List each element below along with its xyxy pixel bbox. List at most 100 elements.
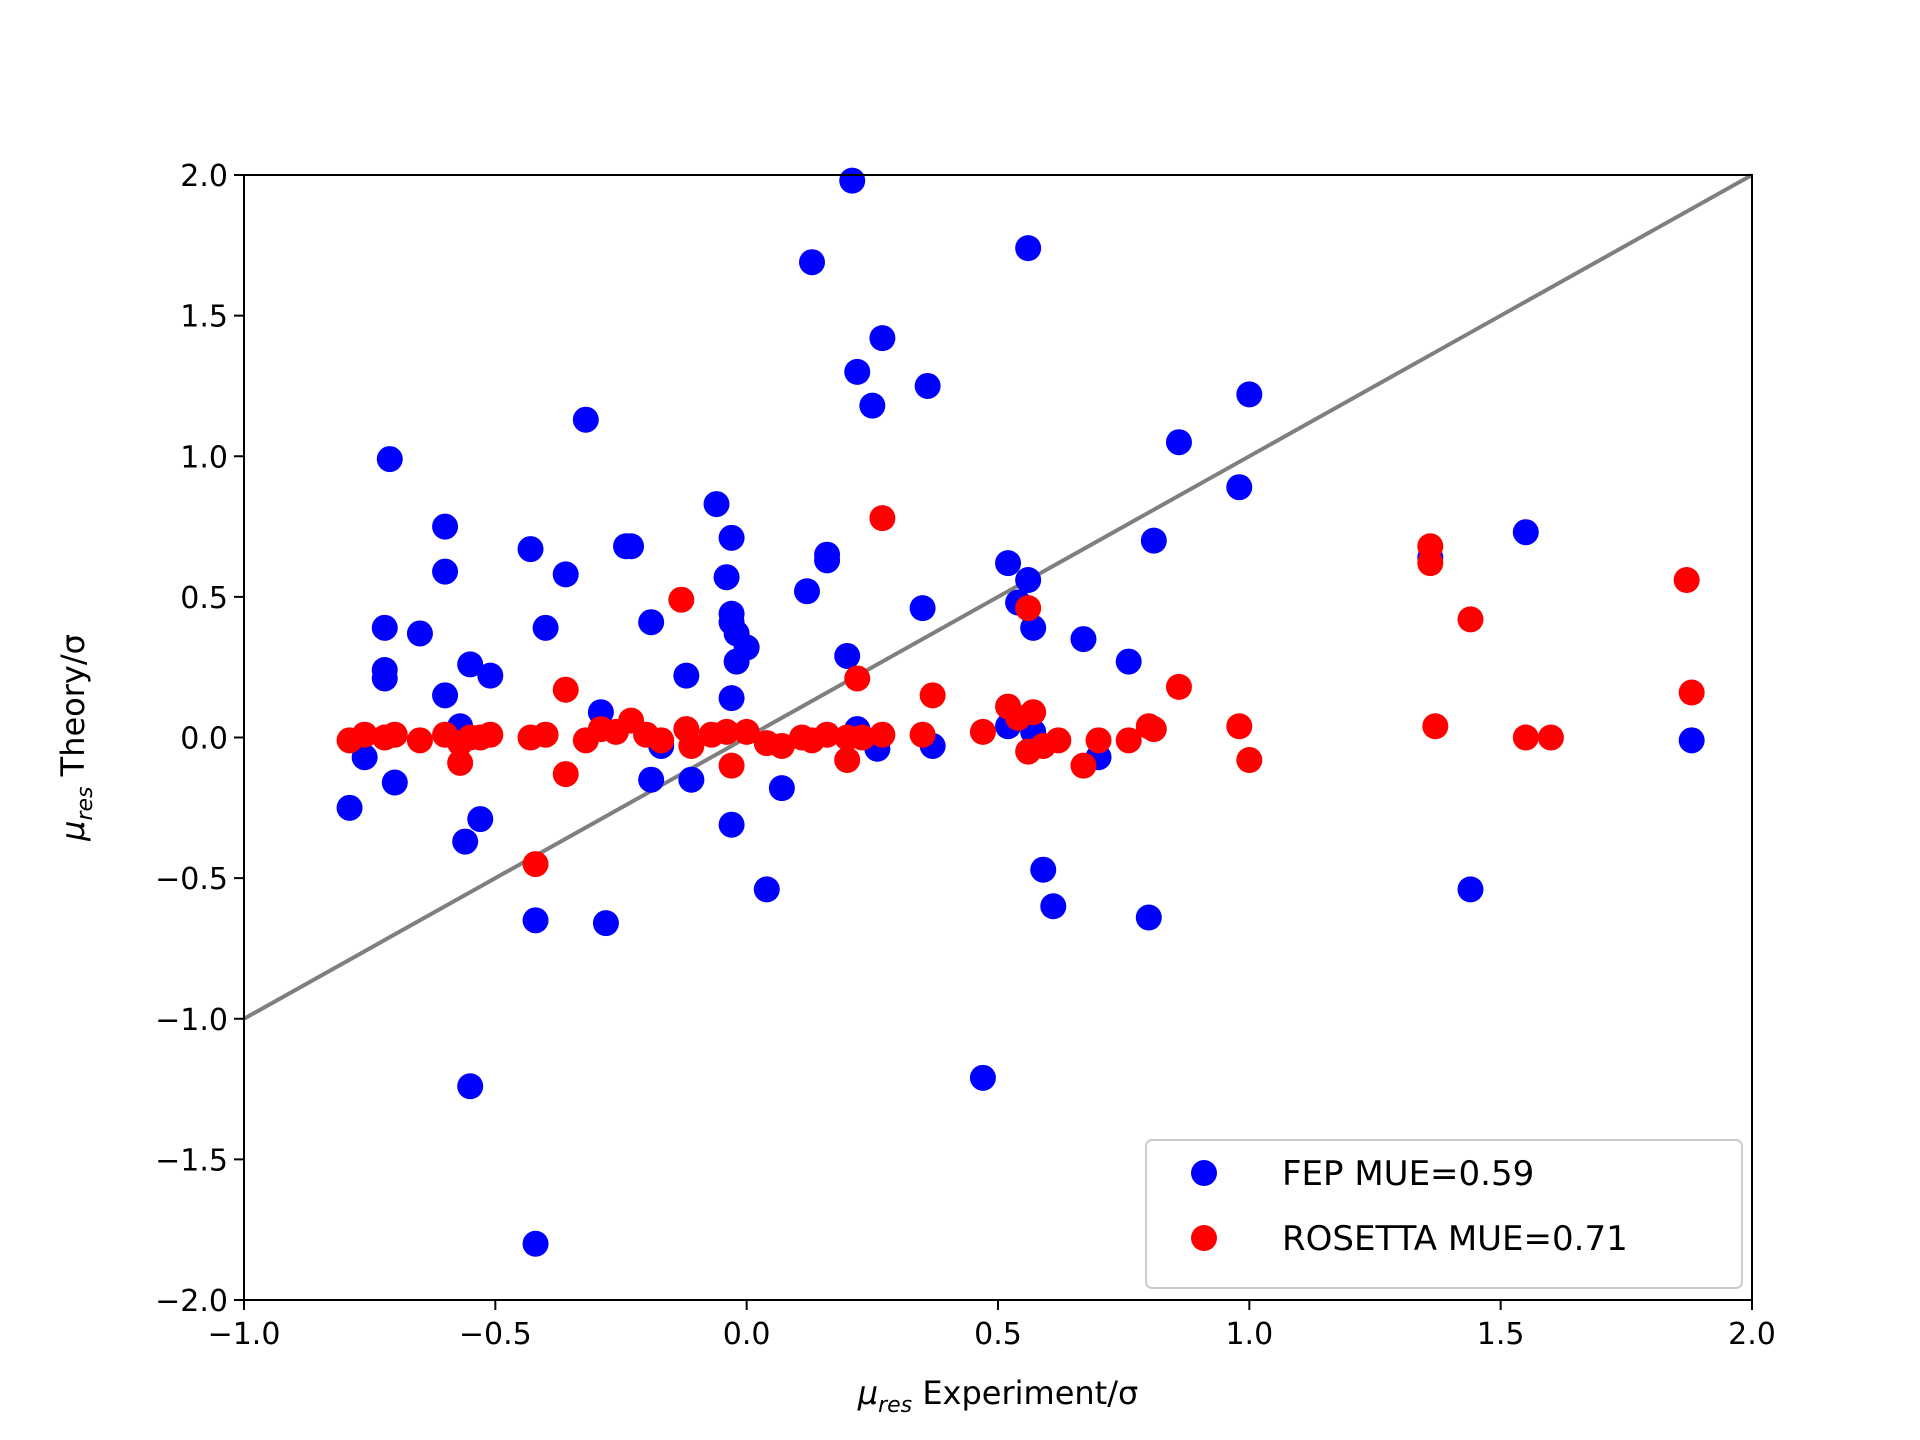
- point-rosetta-65: [522, 851, 549, 878]
- point-rosetta-35: [648, 727, 675, 754]
- point-fep-25: [552, 561, 579, 588]
- point-rosetta-62: [1030, 732, 1057, 759]
- point-rosetta-33: [602, 718, 629, 745]
- point-rosetta-20: [351, 721, 378, 748]
- point-fep-21: [1512, 519, 1539, 546]
- point-rosetta-60: [834, 747, 861, 773]
- x-tick-label-4: 1.0: [1225, 1317, 1273, 1352]
- point-fep-37: [1020, 614, 1047, 641]
- point-fep-6: [914, 372, 941, 399]
- x-axis-label-subscript: res: [878, 1393, 912, 1418]
- point-rosetta-45: [814, 721, 841, 748]
- point-fep-75: [592, 910, 619, 937]
- point-fep-61: [381, 769, 408, 796]
- point-rosetta-57: [447, 749, 474, 776]
- point-fep-15: [517, 536, 544, 563]
- legend-label-rosetta: ROSETTA MUE=0.71: [1282, 1219, 1628, 1259]
- point-rosetta-5: [1457, 606, 1484, 633]
- point-fep-17: [618, 533, 645, 560]
- point-fep-64: [768, 775, 795, 802]
- point-rosetta-22: [381, 721, 408, 748]
- reference-line-layer: [243, 173, 1753, 1021]
- point-fep-9: [1236, 381, 1263, 408]
- y-tick-label-3: −0.5: [155, 862, 228, 897]
- point-fep-26: [713, 564, 740, 591]
- point-fep-4: [844, 358, 871, 385]
- x-tick-label-0: −1.0: [208, 1317, 281, 1352]
- point-rosetta-37: [678, 732, 705, 759]
- point-fep-72: [1040, 893, 1067, 920]
- point-fep-31: [371, 614, 398, 641]
- point-rosetta-9: [919, 682, 946, 709]
- point-fep-14: [718, 524, 745, 551]
- y-axis-label-text: Theory/σ: [54, 634, 92, 786]
- point-rosetta-49: [909, 721, 936, 748]
- y-tick-label-8: 2.0: [180, 159, 228, 194]
- y-tick-label-0: −2.0: [155, 1284, 228, 1319]
- point-rosetta-8: [552, 676, 579, 703]
- y-tick-label-4: 0.0: [180, 722, 228, 757]
- x-tick-label-3: 0.5: [974, 1317, 1022, 1352]
- y-tick-label-6: 1.0: [180, 440, 228, 475]
- y-axis-label: μres Theory/σ: [54, 634, 98, 842]
- point-rosetta-52: [1085, 727, 1112, 754]
- point-rosetta-0: [869, 505, 896, 532]
- point-fep-65: [336, 794, 363, 821]
- point-fep-73: [522, 907, 549, 934]
- point-fep-43: [1115, 648, 1142, 675]
- point-fep-24: [432, 558, 459, 585]
- legend-marker-rosetta: [1191, 1225, 1217, 1251]
- point-fep-36: [638, 609, 665, 636]
- point-fep-23: [995, 550, 1022, 577]
- point-rosetta-42: [768, 732, 795, 759]
- point-rosetta-64: [1236, 747, 1263, 773]
- point-fep-67: [718, 811, 745, 838]
- point-rosetta-30: [532, 721, 559, 748]
- point-rosetta-10: [1165, 673, 1192, 700]
- point-fep-8: [376, 446, 403, 473]
- point-fep-29: [793, 578, 820, 605]
- point-fep-48: [673, 662, 700, 689]
- point-rosetta-18: [1422, 713, 1449, 740]
- point-fep-70: [753, 876, 780, 903]
- point-rosetta-59: [718, 752, 745, 779]
- point-fep-77: [457, 1073, 484, 1100]
- reference-line: [243, 173, 1753, 1021]
- point-fep-32: [532, 614, 559, 641]
- point-fep-41: [723, 648, 750, 675]
- point-fep-66: [467, 806, 494, 833]
- point-rosetta-55: [1512, 724, 1539, 751]
- point-fep-69: [1030, 856, 1057, 883]
- point-fep-13: [432, 513, 459, 540]
- y-tick-label-5: 0.5: [180, 581, 228, 616]
- point-fep-1: [799, 249, 826, 276]
- point-fep-0: [839, 167, 866, 194]
- legend-box: [1145, 1139, 1743, 1289]
- point-fep-76: [969, 1064, 996, 1091]
- point-rosetta-23: [406, 727, 433, 754]
- point-rosetta-3: [1673, 567, 1700, 593]
- y-ticks: −2.0 −1.5 −1.0 −0.5 0.0 0.5 1.0 1.5 2.0: [155, 159, 244, 1319]
- point-rosetta-58: [552, 761, 579, 788]
- point-fep-3: [869, 325, 896, 352]
- point-fep-50: [718, 685, 745, 712]
- y-tick-label-2: −1.0: [155, 1003, 228, 1038]
- x-tick-label-2: 0.0: [723, 1317, 771, 1352]
- point-fep-7: [572, 406, 599, 433]
- y-tick-label-7: 1.5: [180, 300, 228, 335]
- point-rosetta-17: [1226, 713, 1253, 740]
- x-tick-label-1: −0.5: [459, 1317, 532, 1352]
- x-axis-label: μres Experiment/σ: [857, 1374, 1139, 1418]
- point-fep-11: [1226, 474, 1253, 501]
- point-rosetta-39: [713, 718, 740, 745]
- legend: FEP MUE=0.59 ROSETTA MUE=0.71: [1145, 1139, 1743, 1289]
- point-rosetta-14: [1005, 704, 1032, 731]
- point-fep-68: [452, 828, 479, 855]
- point-fep-44: [457, 651, 484, 678]
- point-rosetta-54: [1140, 716, 1167, 743]
- x-ticks: −1.0 −0.5 0.0 0.5 1.0 1.5 2.0: [208, 1300, 1776, 1352]
- point-rosetta-11: [1678, 679, 1705, 706]
- x-tick-label-5: 1.5: [1477, 1317, 1525, 1352]
- point-fep-12: [703, 491, 730, 518]
